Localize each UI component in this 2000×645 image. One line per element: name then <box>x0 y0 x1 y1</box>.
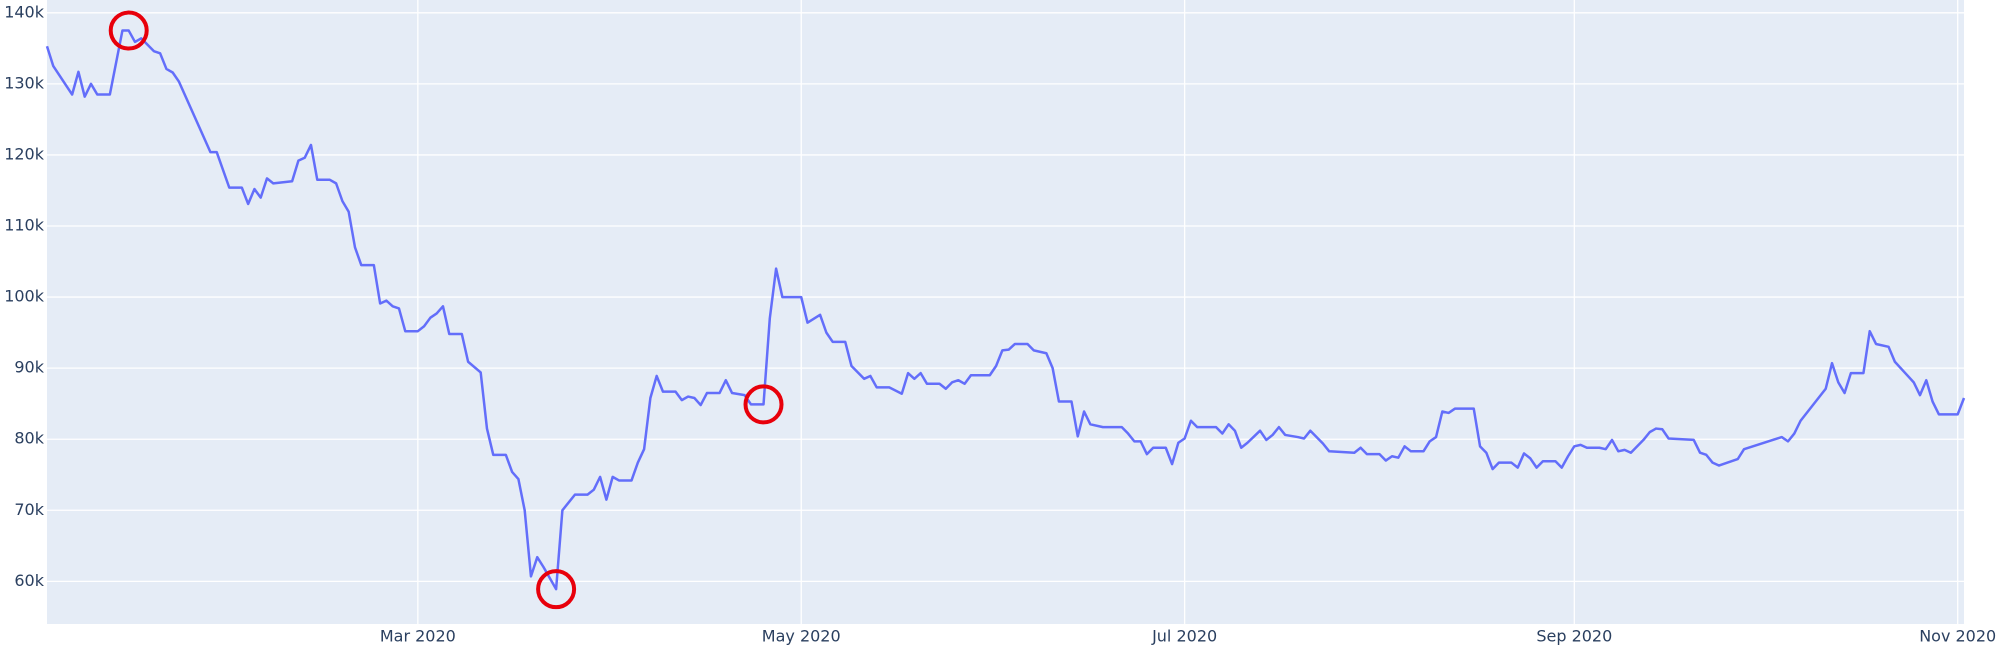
highlight-circle <box>743 384 784 425</box>
x-tick-label: Nov 2020 <box>1919 627 1996 645</box>
y-tick-label: 90k <box>14 358 44 377</box>
y-tick-label: 140k <box>4 2 45 21</box>
y-tick-label: 70k <box>14 500 44 519</box>
y-tick-label: 110k <box>4 216 45 235</box>
x-tick-label: May 2020 <box>762 627 841 645</box>
series <box>45 29 1966 591</box>
highlight-circle <box>108 10 149 51</box>
y-tick-label: 80k <box>14 429 44 448</box>
y-tick-label: 100k <box>4 287 45 306</box>
y-tick-label: 120k <box>4 144 45 163</box>
highlight-circle <box>536 569 577 610</box>
tick-labels: 60k 70k 80k 90k 100k 110k 120k 130k 140k Mar 2020… <box>4 2 1996 645</box>
x-tick-label: Mar 2020 <box>380 627 456 645</box>
y-tick-label: 60k <box>14 571 44 590</box>
y-tick-label: 130k <box>4 73 45 92</box>
x-tick-label: Sep 2020 <box>1536 627 1612 645</box>
highlight-markers <box>108 10 784 610</box>
grid <box>47 0 1964 624</box>
x-tick-label: Jul 2020 <box>1151 627 1217 645</box>
plot-background <box>47 0 1964 624</box>
line-series <box>45 29 1966 591</box>
